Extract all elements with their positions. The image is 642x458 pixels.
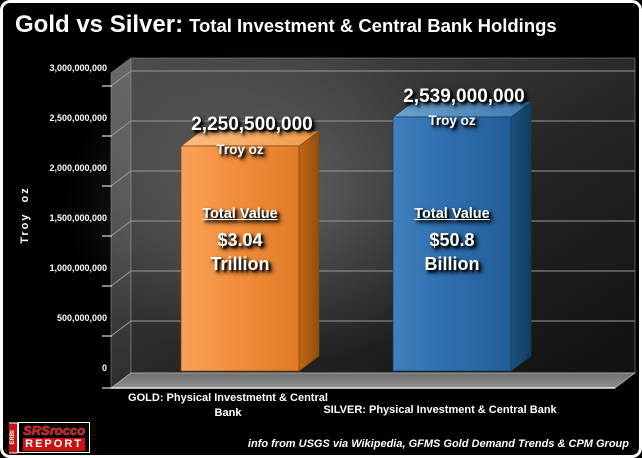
silver-total-value-title: Total Value [414, 206, 490, 222]
y-axis-tick-label: 2,000,000,000 [49, 163, 107, 173]
y-axis-tick-label: 1,500,000,000 [49, 213, 107, 223]
silver-unit-label: Troy oz [428, 113, 476, 128]
gold-bar-side [298, 130, 320, 372]
y-axis-tick-label: 500,000,000 [56, 313, 107, 323]
silver-bar-side [510, 101, 532, 372]
gold-value-label: 2,250,500,000 [191, 114, 313, 135]
logo-word: REPORT [23, 438, 86, 452]
srsrocco-report-logo: ERBI SRSrocco REPORT [9, 422, 91, 454]
silver-bar [391, 101, 533, 372]
y-axis-tick-label: 1,000,000,000 [49, 263, 107, 273]
gold-total-value-title: Total Value [202, 206, 278, 222]
gold-total-value-amount: $3.04 [217, 230, 263, 250]
page-title-subtitle: Total Investment & Central Bank Holdings [189, 15, 557, 36]
y-axis-tick-label: 2,500,000,000 [49, 113, 107, 123]
silver-total-value-amount: $50.8 [429, 230, 475, 250]
plot-area [63, 43, 637, 389]
y-axis-ticks [102, 85, 112, 389]
logo-name: SRSrocco [23, 423, 86, 438]
silver-value-label: 2,539,000,000 [403, 86, 525, 107]
gold-unit-label: Troy oz [216, 142, 264, 157]
floor [109, 372, 637, 389]
silver-bar-front [392, 116, 512, 372]
x-category-gold: GOLD: Physical Investmetnt & Central Ban… [128, 392, 328, 420]
page-title: Gold vs Silver: Total Investment & Centra… [15, 11, 557, 39]
gold-bar [179, 130, 321, 372]
gold-bar-front [180, 145, 300, 372]
x-category-silver: SILVER: Physical Investment & Central Ba… [323, 404, 557, 416]
source-note: info from USGS via Wikipedia, GFMS Gold … [247, 438, 629, 450]
logo-side-text: ERBI [9, 422, 18, 454]
silver-total-value-unit: Billion [424, 254, 480, 274]
y-axis-tick-label: 3,000,000,000 [49, 63, 107, 73]
y-axis-tick-label: 0 [101, 363, 107, 373]
gold-total-value-unit: Trillion [210, 254, 270, 274]
page-title-main: Gold vs Silver: [15, 11, 184, 38]
logo-main: SRSrocco REPORT [18, 422, 91, 454]
